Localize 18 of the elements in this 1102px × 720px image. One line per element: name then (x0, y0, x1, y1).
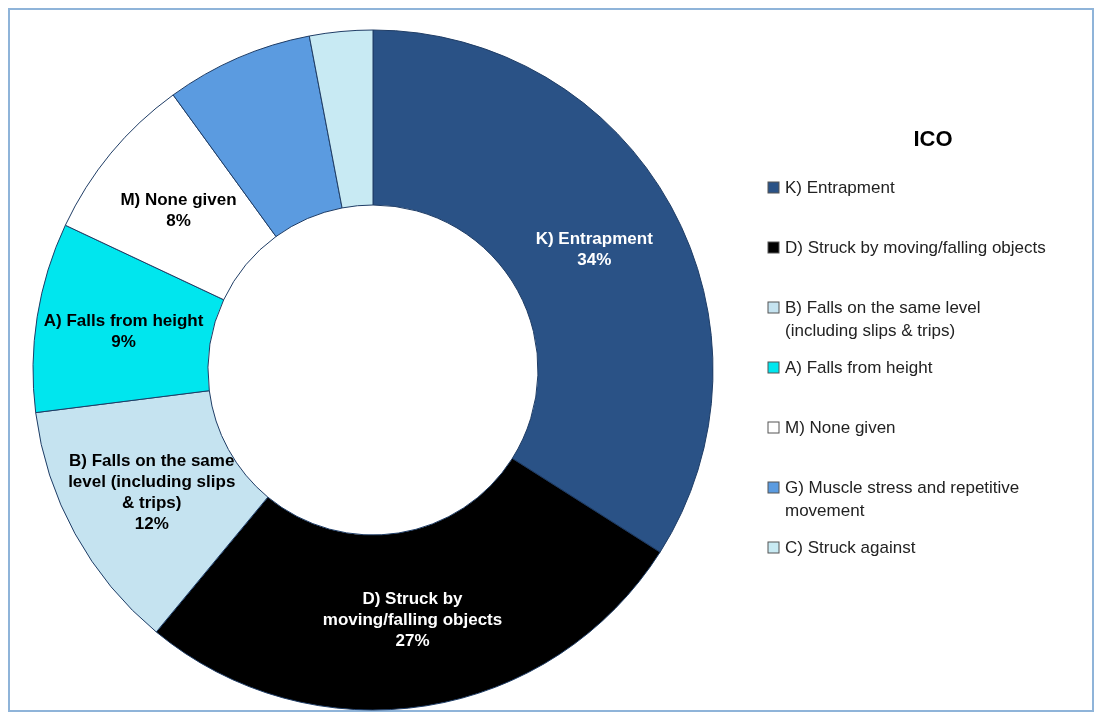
slice-label: M) None given (120, 189, 237, 209)
data-label: 9% (111, 332, 136, 351)
legend-label: K) Entrapment (785, 178, 895, 197)
category-label: M) None given (785, 418, 896, 437)
data-label: 12% (134, 514, 169, 534)
slice-label: K) Entrapment (535, 228, 654, 248)
legend-label: C) Struck against (785, 538, 916, 557)
data-label: 27% (395, 631, 430, 651)
slice-label: A) Falls from height (43, 311, 204, 330)
legend-label: A) Falls from height (785, 358, 933, 377)
legend-label: D) Struck by moving/falling objects (785, 238, 1046, 257)
slice-label: D) Struck by moving/falling objects (322, 589, 503, 630)
legend-label: B) Falls on the same level (including slips & trips) (785, 298, 981, 340)
data-label: 34% (577, 249, 612, 269)
slice-label: B) Falls on the same level (including slips & trips) (68, 451, 236, 513)
data-label: 8% (166, 210, 191, 230)
legend-label: G) Muscle stress and repetitive movement (785, 478, 1020, 520)
legend-title: ICO (913, 126, 953, 151)
